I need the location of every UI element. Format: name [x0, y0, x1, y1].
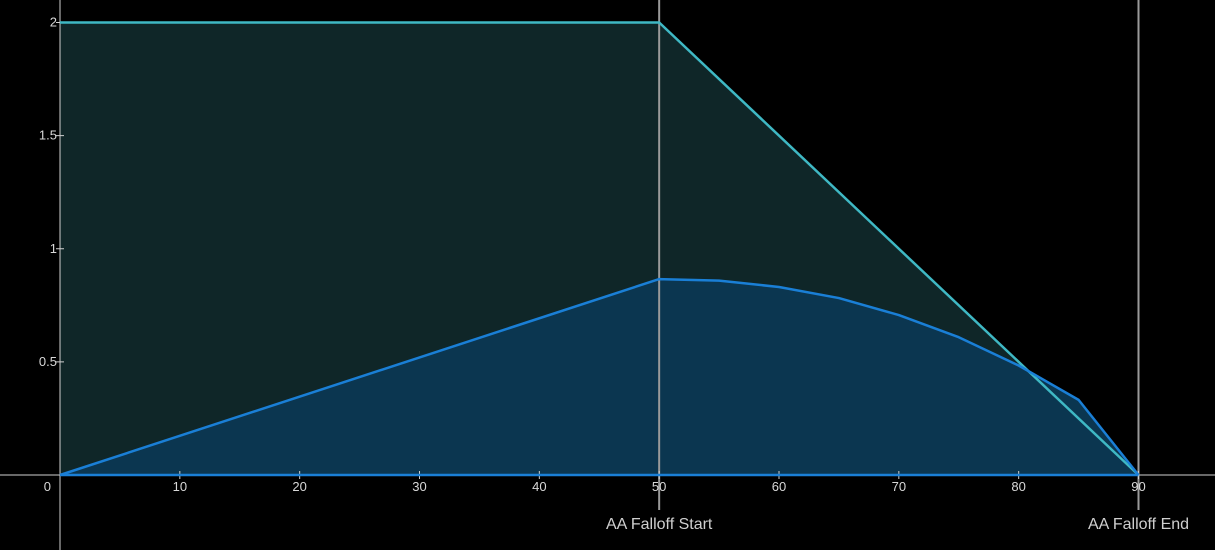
x-tick-label: 50: [652, 479, 666, 494]
y-tick-label: 1.5: [39, 128, 57, 143]
x-tick-label: 60: [772, 479, 786, 494]
marker-label-2: AA Falloff End: [1088, 516, 1189, 533]
x-tick-label: 90: [1131, 479, 1145, 494]
x-tick-label: 0: [44, 479, 51, 494]
series-1-line: [60, 21, 1140, 476]
series-fills: [60, 22, 1139, 475]
x-tick-label: 30: [412, 479, 426, 494]
x-tick-label: 40: [532, 479, 546, 494]
y-tick-label: 2: [50, 15, 57, 30]
x-tick-label: 80: [1011, 479, 1025, 494]
x-tick-label: 10: [173, 479, 187, 494]
x-tick-label: 20: [292, 479, 306, 494]
y-tick-label: 1: [50, 241, 57, 256]
series-2-area: [60, 279, 1139, 475]
series-lines: [59, 21, 1140, 477]
axis-labels: 0 10 20 30 40 50 60 70 80 90 0.5 1 1.5 2 AA Falloff St…: [39, 15, 1189, 534]
series-2-line: [59, 277, 1140, 477]
y-tick-label: 0.5: [39, 354, 57, 369]
x-tick-label: 70: [892, 479, 906, 494]
falloff-markers: [658, 0, 1140, 510]
marker-label-1: AA Falloff Start: [606, 516, 713, 533]
